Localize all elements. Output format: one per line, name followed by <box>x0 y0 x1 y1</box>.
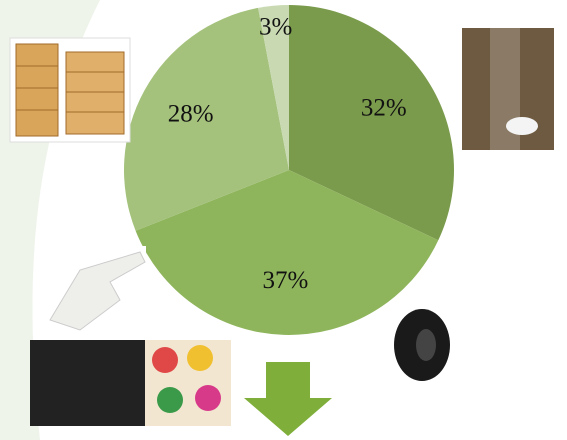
pie-slice <box>124 7 289 231</box>
slice-label: 32% <box>361 95 407 122</box>
slice-label: 3% <box>259 13 292 40</box>
pie: 32% 37% 28% 3% <box>124 5 454 335</box>
down-arrow <box>244 362 332 436</box>
rubber-tree-picture <box>462 28 554 150</box>
condoms-picture <box>30 340 231 426</box>
tire-picture <box>394 309 450 381</box>
slice-label: 37% <box>263 267 309 294</box>
pie-slice <box>289 5 454 241</box>
pie-slice <box>135 170 439 335</box>
pie-slice <box>258 5 289 170</box>
dresser-picture <box>9 37 131 143</box>
slice-label: 28% <box>168 101 214 128</box>
gloves-picture <box>44 246 146 334</box>
